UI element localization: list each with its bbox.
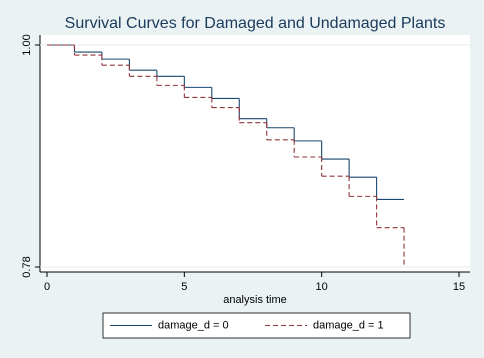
x-tick-label: 0 bbox=[44, 281, 50, 293]
chart-title: Survival Curves for Damaged and Undamage… bbox=[65, 15, 446, 32]
x-axis-label: analysis time bbox=[223, 294, 287, 306]
y-tick-label: 0.78 bbox=[21, 256, 33, 277]
y-tick-label: 1.00 bbox=[21, 34, 33, 55]
legend-label: damage_d = 1 bbox=[313, 319, 384, 331]
legend-label: damage_d = 0 bbox=[158, 319, 229, 331]
legend bbox=[102, 312, 411, 339]
plot-area bbox=[40, 35, 470, 272]
x-tick-label: 10 bbox=[316, 281, 328, 293]
x-tick-label: 15 bbox=[453, 281, 465, 293]
x-tick-label: 5 bbox=[181, 281, 187, 293]
